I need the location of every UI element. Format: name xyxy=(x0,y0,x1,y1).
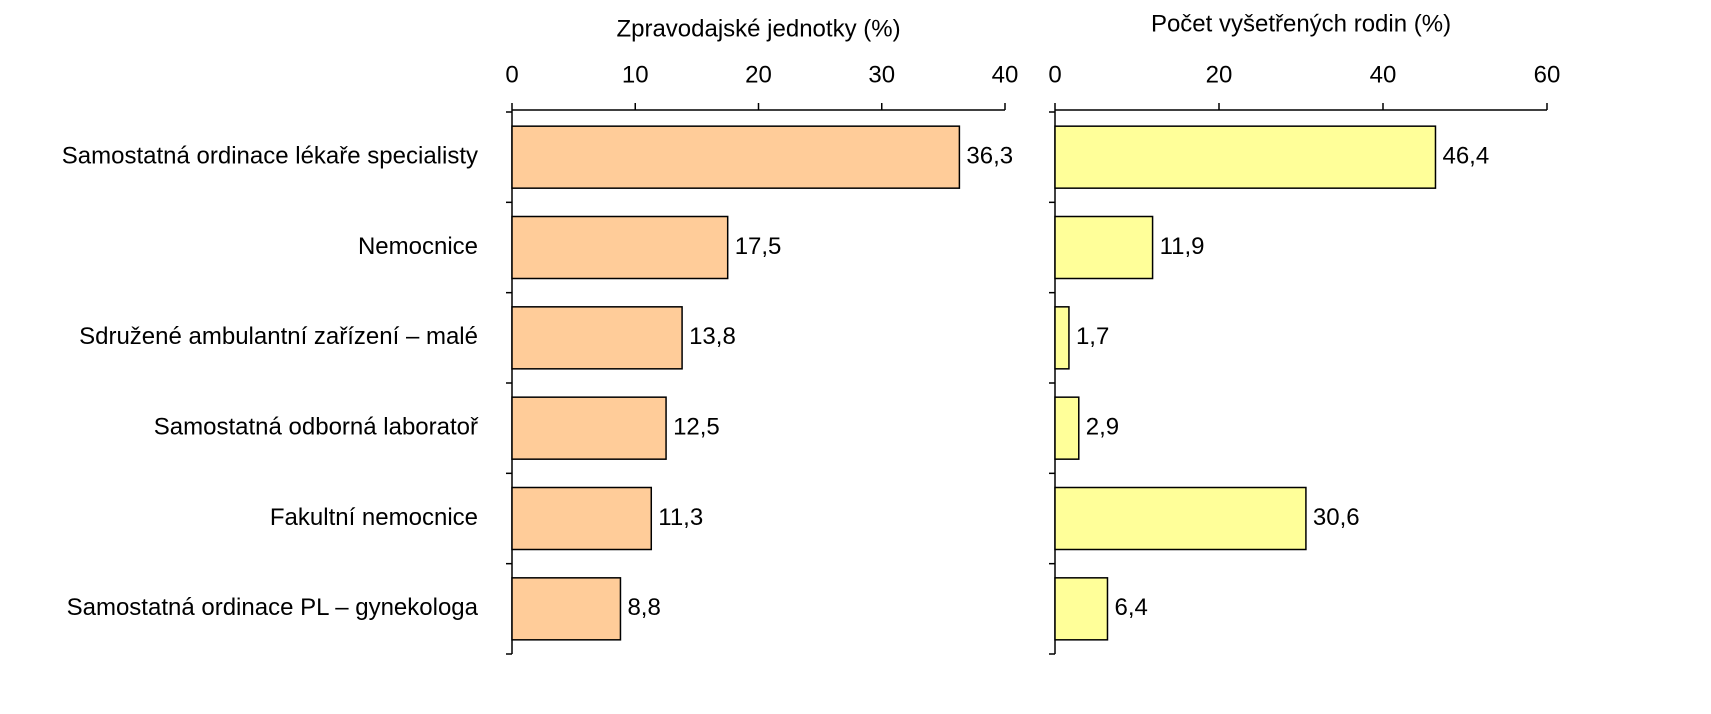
chart-title: Zpravodajské jednotky (%) xyxy=(616,15,900,42)
value-label: 46,4 xyxy=(1442,143,1489,170)
value-label: 6,4 xyxy=(1114,594,1147,621)
value-label: 17,5 xyxy=(735,233,782,260)
value-label: 2,9 xyxy=(1086,414,1119,441)
y-tick-label: Samostatná odborná laboratoř xyxy=(154,414,479,441)
bar xyxy=(511,306,683,370)
value-label: 11,3 xyxy=(658,504,703,531)
chart-title: Počet vyšetřených rodin (%) xyxy=(1151,10,1451,37)
bar xyxy=(1054,486,1307,551)
y-tick-label: Nemocnice xyxy=(358,233,478,260)
bar xyxy=(511,486,653,551)
value-label: 11,9 xyxy=(1160,233,1205,260)
x-tick-label: 20 xyxy=(745,61,772,88)
bar xyxy=(1054,125,1437,189)
x-tick-label: 40 xyxy=(1370,61,1397,88)
bar xyxy=(511,215,729,280)
bar xyxy=(1054,306,1070,370)
value-label: 8,8 xyxy=(627,594,660,621)
bar xyxy=(1054,215,1154,280)
x-tick-label: 40 xyxy=(992,61,1019,88)
value-label: 13,8 xyxy=(689,323,736,350)
y-tick-label: Samostatná ordinace PL – gynekologa xyxy=(67,594,479,621)
x-tick-label: 10 xyxy=(622,61,649,88)
bar xyxy=(511,125,961,189)
value-label: 30,6 xyxy=(1313,504,1360,531)
value-label: 12,5 xyxy=(673,414,720,441)
value-label: 36,3 xyxy=(966,143,1013,170)
bar xyxy=(1054,577,1109,641)
x-tick-label: 60 xyxy=(1534,61,1561,88)
x-tick-label: 30 xyxy=(868,61,895,88)
bar xyxy=(1054,396,1080,460)
bar xyxy=(511,577,622,641)
value-label: 1,7 xyxy=(1076,323,1109,350)
bar xyxy=(511,396,667,460)
x-tick-label: 20 xyxy=(1206,61,1233,88)
x-tick-label: 0 xyxy=(505,61,518,88)
y-tick-label: Fakultní nemocnice xyxy=(270,504,478,531)
x-tick-label: 0 xyxy=(1048,61,1061,88)
y-tick-label: Sdružené ambulantní zařízení – malé xyxy=(79,323,478,350)
y-tick-label: Samostatná ordinace lékaře specialisty xyxy=(62,143,478,170)
